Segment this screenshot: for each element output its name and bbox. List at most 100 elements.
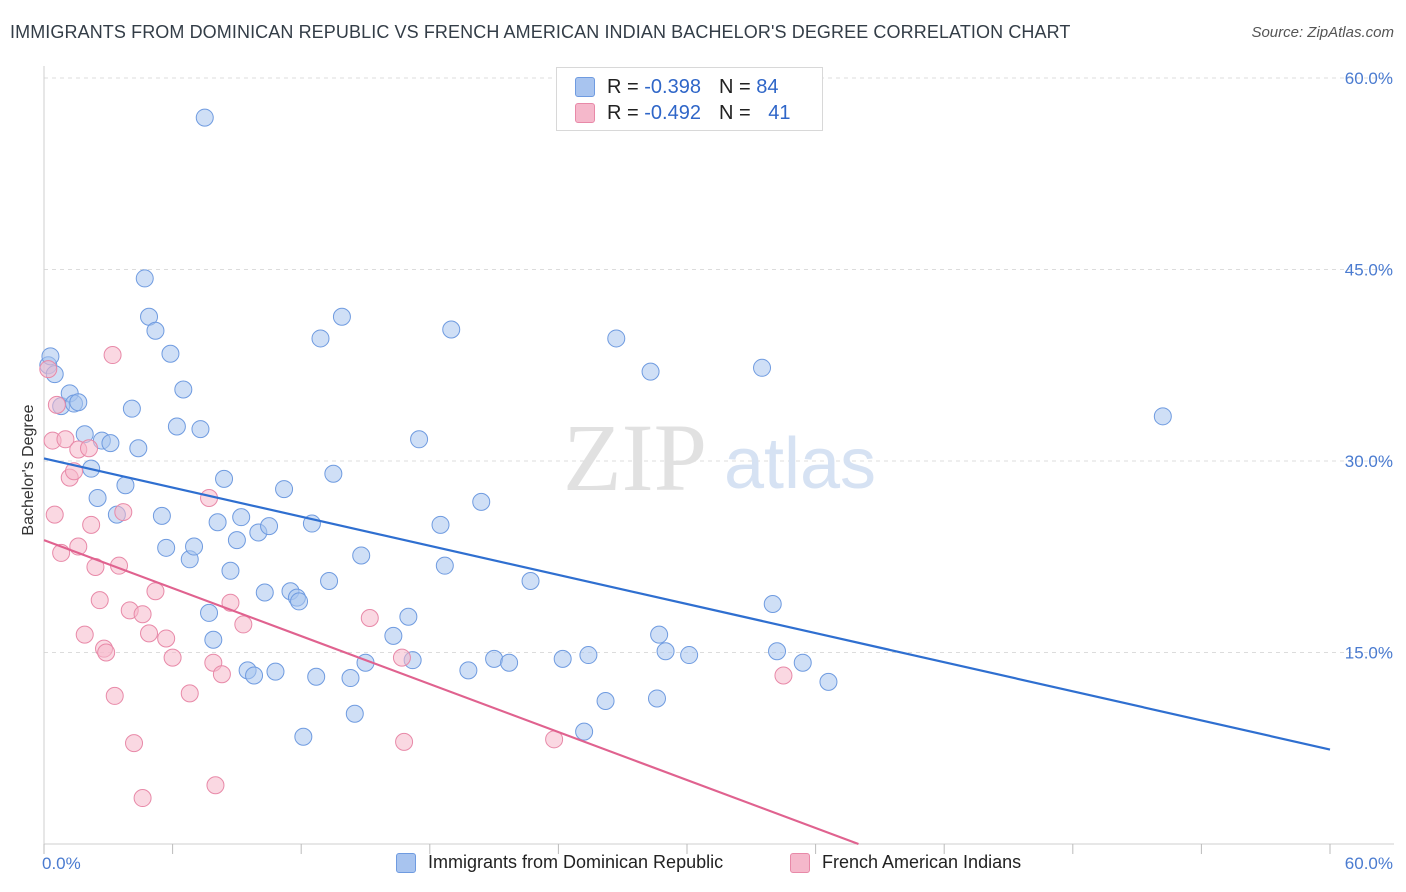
point-dominican	[232, 508, 251, 527]
point-dominican	[307, 667, 326, 686]
point-dominican	[195, 108, 214, 127]
point-french	[212, 665, 231, 684]
legend-n-label: N =	[718, 101, 757, 124]
point-dominican	[208, 513, 227, 532]
point-french	[133, 789, 152, 808]
point-dominican	[819, 672, 838, 691]
point-french	[180, 684, 199, 703]
legend-n-label: N =	[718, 75, 757, 98]
point-dominican	[167, 417, 186, 436]
point-dominican	[255, 583, 274, 602]
point-dominican	[459, 661, 478, 680]
point-french	[392, 648, 411, 667]
y-tick-label: 30.0%	[1345, 452, 1393, 471]
point-dominican	[122, 399, 141, 418]
point-french	[140, 624, 159, 643]
point-dominican	[768, 642, 787, 661]
point-french	[133, 605, 152, 624]
point-dominican	[266, 662, 285, 681]
point-dominican	[485, 649, 504, 668]
series-label-dominican: Immigrants from Dominican Republic	[428, 852, 724, 872]
point-dominican	[500, 653, 519, 672]
y-axis-title: Bachelor's Degree	[20, 404, 37, 535]
point-dominican	[345, 704, 364, 723]
point-french	[90, 591, 109, 610]
point-dominican	[596, 692, 615, 711]
legend-swatch-french	[575, 103, 595, 123]
point-dominican	[352, 546, 371, 565]
point-dominican	[185, 537, 204, 556]
point-french	[774, 666, 793, 685]
point-dominican	[442, 320, 461, 339]
point-dominican	[607, 329, 626, 348]
point-dominican	[152, 506, 171, 525]
point-dominican	[575, 722, 594, 741]
y-tick-label: 15.0%	[1345, 644, 1393, 663]
trend-line-dominican	[43, 457, 1331, 751]
point-dominican	[146, 321, 165, 340]
point-dominican	[290, 592, 309, 611]
trend-lines	[43, 457, 1331, 846]
axes	[43, 66, 1394, 854]
legend-r-value: -0.398	[644, 75, 701, 98]
point-dominican	[410, 430, 429, 449]
point-french	[80, 439, 99, 458]
series-legend-french[interactable]: French American Indians	[790, 852, 1021, 873]
point-dominican	[88, 489, 107, 508]
point-dominican	[200, 603, 219, 622]
point-dominican	[647, 689, 666, 708]
point-dominican	[399, 607, 418, 626]
point-french	[47, 395, 66, 414]
trend-line-french	[43, 539, 859, 846]
legend-n-value: 84	[756, 75, 779, 98]
point-dominican	[311, 329, 330, 348]
point-dominican	[680, 646, 699, 665]
point-dominican	[650, 625, 669, 644]
point-french	[82, 515, 101, 534]
point-dominican	[215, 469, 234, 488]
point-dominican	[384, 626, 403, 645]
point-dominican	[174, 380, 193, 399]
series-legend-dominican[interactable]: Immigrants from Dominican Republic	[396, 852, 723, 873]
x-tick-label: 0.0%	[42, 854, 81, 873]
legend-row-french: R = -0.492 N = 41	[575, 101, 790, 125]
point-french	[125, 734, 144, 753]
point-dominican	[245, 666, 264, 685]
legend-row-dominican: R = -0.398 N = 84	[575, 75, 778, 99]
point-dominican	[135, 269, 154, 288]
data-points	[39, 108, 1172, 808]
point-dominican	[793, 653, 812, 672]
point-french	[157, 629, 176, 648]
point-dominican	[472, 492, 491, 511]
point-dominican	[227, 531, 246, 550]
y-tick-label: 45.0%	[1345, 261, 1393, 280]
point-dominican	[753, 358, 772, 377]
point-dominican	[221, 561, 240, 580]
point-french	[360, 609, 379, 628]
point-dominican	[553, 649, 572, 668]
point-french	[114, 503, 133, 522]
point-french	[75, 625, 94, 644]
legend-r-label: R =	[607, 101, 645, 124]
series-swatch-french	[790, 852, 810, 873]
correlation-legend: R = -0.398 N = 84 R = -0.492 N = 41	[556, 67, 823, 131]
point-dominican	[431, 515, 450, 534]
watermark-zip: ZIP	[563, 404, 707, 511]
point-dominican	[656, 642, 675, 661]
series-legend: Immigrants from Dominican Republic Frenc…	[0, 852, 1406, 878]
watermark-atlas: atlas	[724, 424, 876, 504]
series-label-french: French American Indians	[822, 852, 1022, 872]
series-swatch-dominican	[396, 852, 416, 873]
point-french	[234, 615, 253, 634]
point-dominican	[324, 464, 343, 483]
point-dominican	[294, 727, 313, 746]
chart-title: IMMIGRANTS FROM DOMINICAN REPUBLIC VS FR…	[10, 22, 1071, 42]
point-french	[146, 582, 165, 601]
x-tick-label: 60.0%	[1345, 854, 1393, 873]
point-dominican	[521, 572, 540, 591]
point-dominican	[579, 646, 598, 665]
point-dominican	[129, 439, 148, 458]
point-french	[97, 643, 116, 662]
point-dominican	[204, 630, 223, 649]
